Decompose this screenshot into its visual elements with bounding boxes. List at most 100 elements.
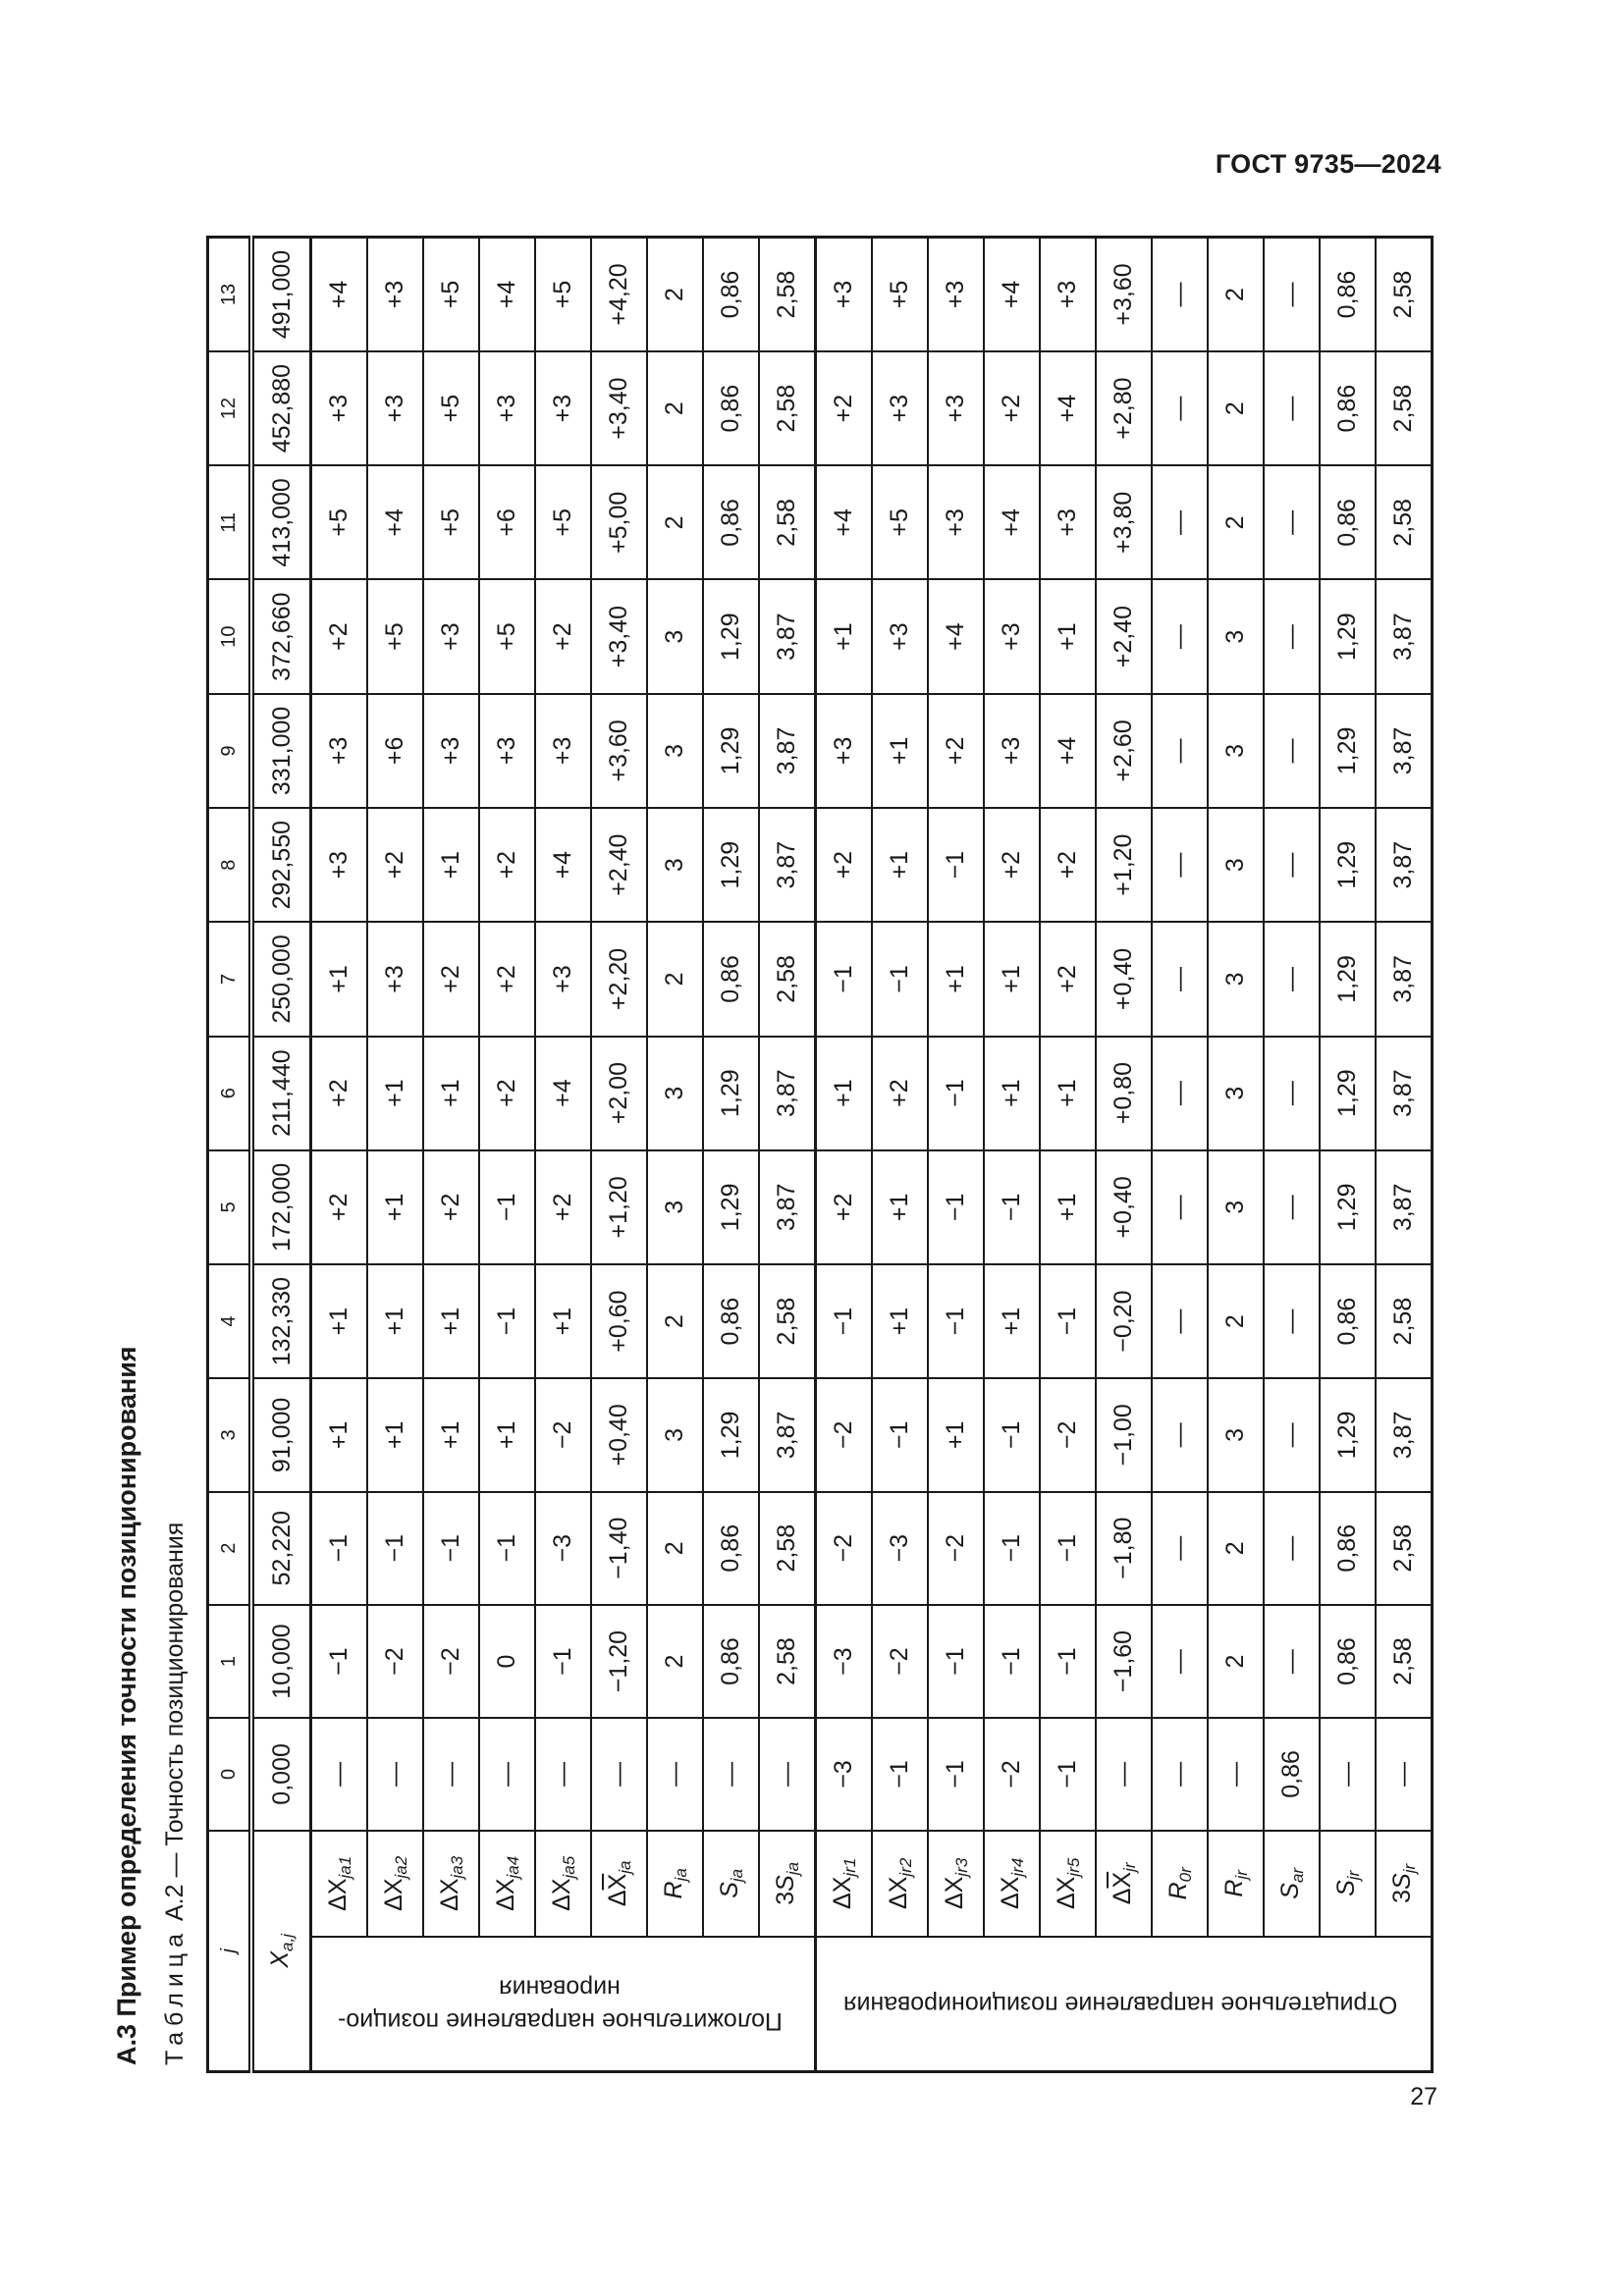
table-cell: 3,87 — [1376, 1149, 1433, 1264]
table-cell: 3,87 — [759, 579, 816, 694]
position-index: 3 — [207, 1378, 251, 1492]
table-cell: −3 — [815, 1718, 872, 1831]
table-cell: — — [1152, 1491, 1208, 1605]
table-cell: −1 — [984, 1378, 1040, 1492]
table-cell: +1 — [423, 1036, 479, 1150]
table-cell: +1 — [815, 1036, 872, 1150]
table-cell: — — [703, 1718, 759, 1831]
label-subscript: jr4 — [1007, 1857, 1027, 1877]
table-row: Sja —0,86 0,86 1,29 0,86 1,29 1,29 0,86 1,29 1,29… — [703, 237, 759, 2072]
label-prefix: Δ — [491, 1895, 519, 1911]
table-cell: +4 — [984, 237, 1040, 351]
table-cell: +3 — [423, 693, 479, 809]
table-cell: −1 — [928, 808, 984, 923]
table-row: Rjr —2 2 3 2 3 3 3 3 3 3 2 2 2 — [1208, 237, 1264, 2072]
table-cell: −1 — [1040, 1718, 1096, 1831]
table-cell: 3 — [1208, 693, 1264, 809]
table-cell: +4 — [310, 237, 367, 351]
table-cell: +3 — [984, 693, 1040, 809]
table-cell: 0,86 — [1320, 465, 1376, 580]
row-label: ΔXja2 — [367, 1830, 423, 1937]
table-cell: +2 — [1040, 808, 1096, 923]
table-cell: +4 — [367, 465, 423, 580]
table-cell: −1 — [1040, 1491, 1096, 1605]
label-prefix: Δ — [435, 1895, 463, 1911]
table-cell: +4 — [479, 237, 535, 351]
table-cell: +2,80 — [1096, 350, 1152, 466]
table-cell: 3 — [1208, 1378, 1264, 1492]
table-cell: +2 — [479, 1036, 535, 1150]
caption-text: А.2 — Точность позиционирования — [161, 1522, 189, 1922]
table-cell: 0,86 — [1320, 1604, 1376, 1719]
table-cell: 3 — [1208, 579, 1264, 694]
table-cell: +2 — [479, 922, 535, 1037]
table-cell: +2 — [535, 1149, 591, 1264]
table-cell: 2 — [1208, 1604, 1264, 1719]
table-cell: −1 — [928, 1604, 984, 1719]
table-cell: +4 — [535, 808, 591, 923]
table-cell: 2,58 — [759, 922, 816, 1037]
table-cell: — — [1264, 1036, 1320, 1150]
target-position: 172,000 — [251, 1149, 311, 1264]
row-label: ΔXjr2 — [872, 1830, 928, 1937]
target-position: 91,000 — [251, 1378, 311, 1492]
label-subscript: 0r — [1175, 1867, 1195, 1883]
table-cell: — — [1264, 465, 1320, 580]
table-row: 3Sjr —2,58 2,58 3,87 2,58 3,87 3,87 3,87 3,87 3,8… — [1376, 237, 1433, 2072]
table-cell: +4 — [535, 1036, 591, 1150]
table-cell: +3 — [310, 693, 367, 809]
section-title: А.3 Пример определения точности позицион… — [112, 1346, 141, 2065]
table-cell: 0,86 — [703, 465, 759, 580]
table-cell: 2,58 — [1376, 350, 1433, 466]
label-prefix: Δ — [379, 1895, 407, 1911]
row-label: ΔXja4 — [479, 1830, 535, 1937]
label-symbol: R — [1219, 1879, 1248, 1897]
table-cell: +1 — [1040, 1149, 1096, 1264]
table-cell: 2 — [647, 350, 703, 466]
table-row: ΔXjr — −1,60 −1,80 −1,00 −0,20 +0,40 +0,80 +0,40… — [1096, 237, 1152, 2072]
table-cell: −1 — [367, 1491, 423, 1605]
table-cell: 1,29 — [703, 693, 759, 809]
table-cell: 1,29 — [703, 1036, 759, 1150]
table-cell: +3,40 — [591, 579, 647, 694]
label-symbol: X — [547, 1878, 575, 1896]
table-cell: — — [1264, 350, 1320, 466]
position-index: 5 — [207, 1149, 251, 1264]
table-cell: 3,87 — [759, 693, 816, 809]
table-row: Положительное направление позицио- ниров… — [310, 237, 816, 2072]
table-cell: +1 — [367, 1378, 423, 1492]
label-prefix: Δ — [323, 1895, 352, 1911]
group-label-text: Отрицательное направление позиционирован… — [842, 1991, 1398, 2019]
table-cell: 2,58 — [1376, 237, 1433, 351]
table-cell: −1 — [872, 1718, 928, 1831]
table-cell: +1 — [479, 1378, 535, 1492]
table-cell: −2 — [423, 1604, 479, 1719]
label-prefix: Δ — [940, 1893, 968, 1909]
label-subscript: jr — [1119, 1862, 1139, 1872]
table-cell: — — [1096, 1718, 1152, 1831]
label-symbol: X — [1052, 1876, 1080, 1894]
position-index: 8 — [207, 808, 251, 923]
label-subscript: ja — [783, 1861, 802, 1876]
table-row: Sar 0,86— — — — — — — — — — — — — — [1264, 237, 1320, 2072]
table-cell: −3 — [535, 1491, 591, 1605]
table-cell: 2,58 — [1376, 1263, 1433, 1379]
table-cell: +5 — [479, 579, 535, 694]
table-cell: — — [1152, 693, 1208, 809]
table-cell: +0,60 — [591, 1263, 647, 1379]
table-cell: +3 — [1040, 237, 1096, 351]
table-cell: +3 — [872, 350, 928, 466]
table-cell: — — [310, 1718, 367, 1831]
table-cell: 3,87 — [759, 1036, 816, 1150]
table-cell: — — [1152, 350, 1208, 466]
group-label-positive: Положительное направление позицио- ниров… — [310, 1937, 816, 2072]
table-cell: 3,87 — [759, 1149, 816, 1264]
table-cell: +2 — [479, 808, 535, 923]
table-cell: — — [1264, 1491, 1320, 1605]
table-cell: 2,58 — [1376, 1491, 1433, 1605]
table-cell: +2 — [310, 1149, 367, 1264]
table-cell: +3 — [479, 350, 535, 466]
label-prefix: Δ — [996, 1893, 1024, 1909]
table-cell: +1 — [928, 922, 984, 1037]
table-cell: 2 — [1208, 350, 1264, 466]
